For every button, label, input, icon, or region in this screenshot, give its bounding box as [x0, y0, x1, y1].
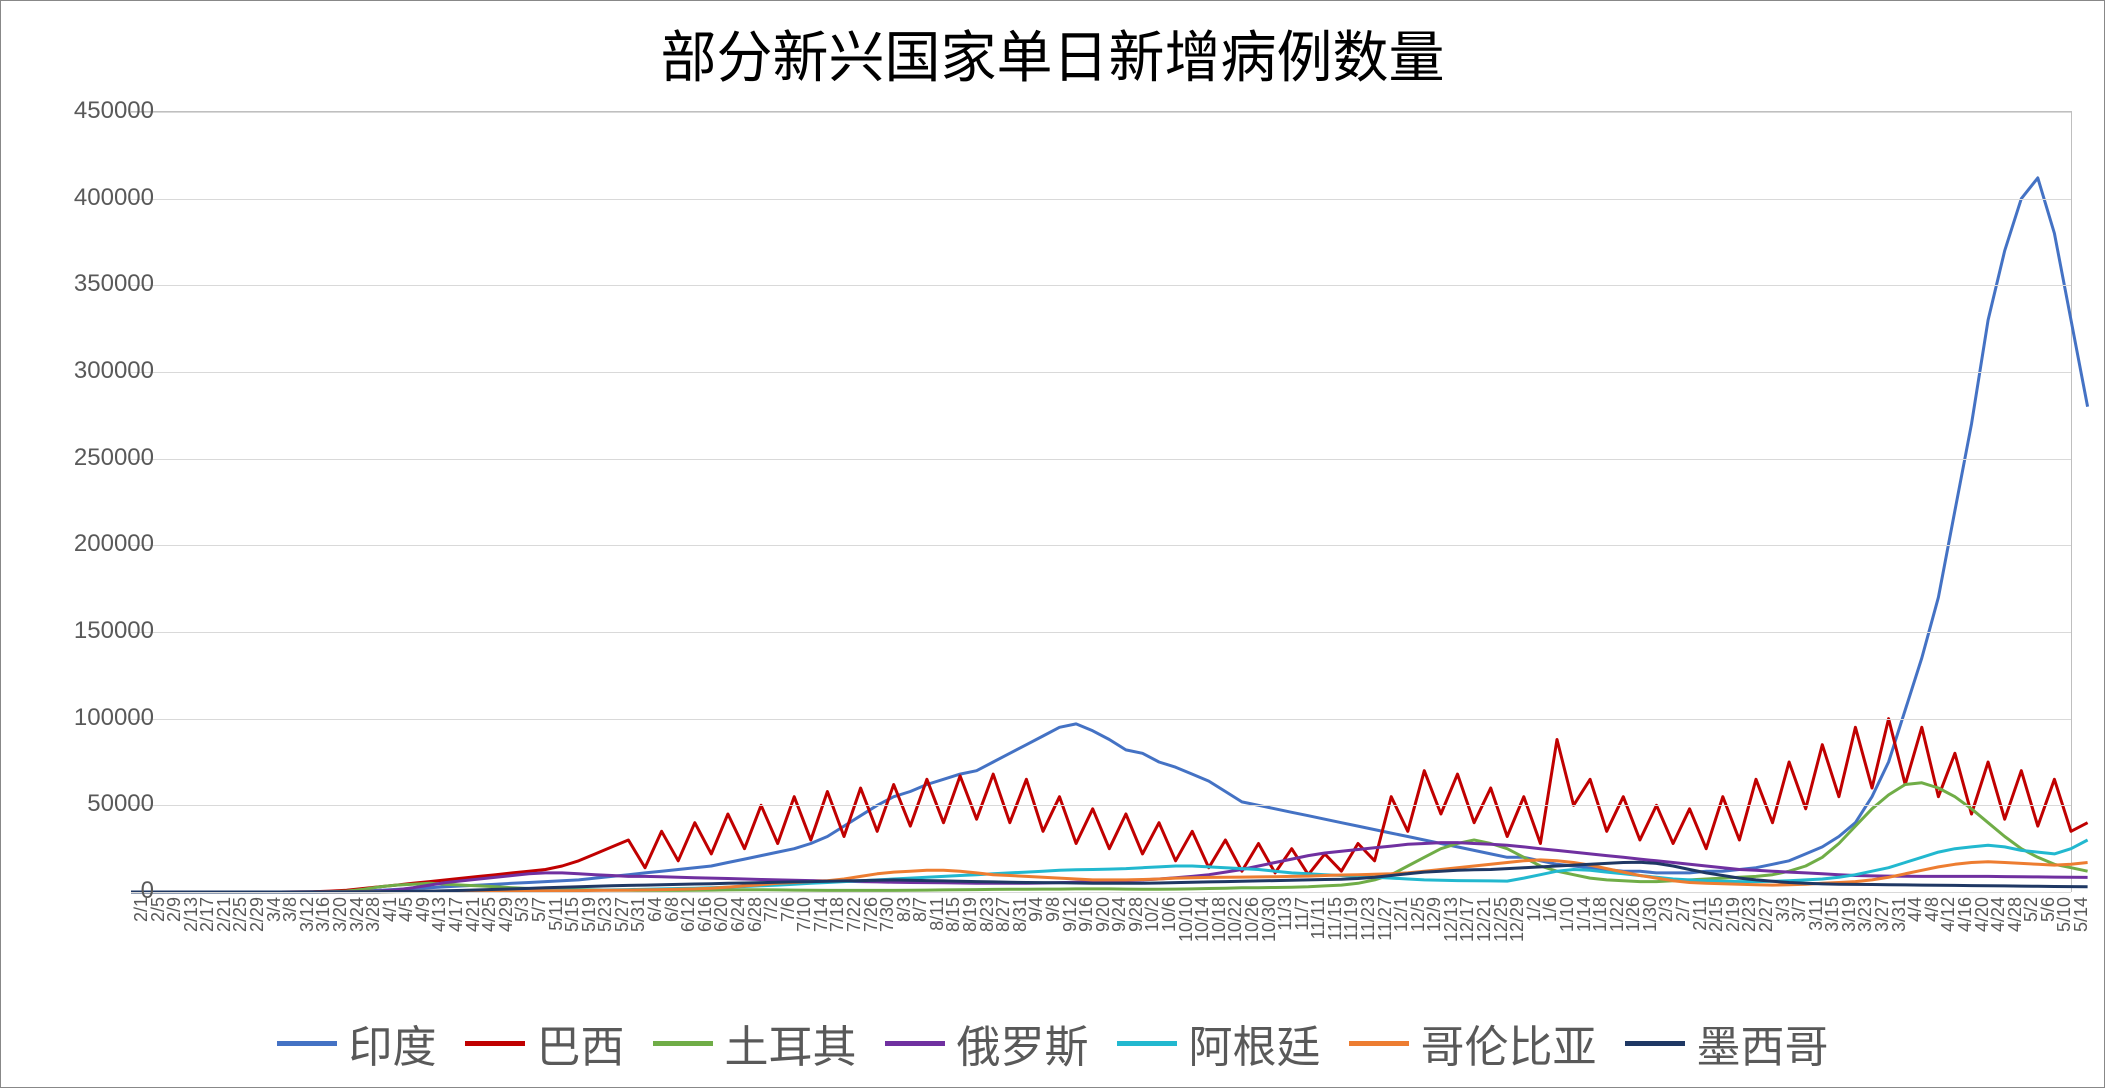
plot-area	[131, 111, 2072, 892]
legend-item: 墨西哥	[1625, 1011, 1829, 1075]
legend-item: 印度	[277, 1011, 437, 1075]
legend-swatch	[277, 1041, 337, 1046]
chart-lines-svg	[131, 112, 2071, 892]
y-axis-label: 300000	[34, 357, 154, 385]
y-axis-label: 450000	[34, 97, 154, 125]
y-axis-label: 50000	[34, 790, 154, 818]
gridline	[131, 285, 2071, 286]
gridline	[131, 719, 2071, 720]
legend-item: 俄罗斯	[885, 1011, 1089, 1075]
legend-item: 阿根廷	[1117, 1011, 1321, 1075]
legend-swatch	[1349, 1041, 1409, 1046]
chart-container: 部分新兴国家单日新增病例数量 2/12/52/92/132/172/212/25…	[0, 0, 2105, 1088]
x-axis-label: 5/14	[2071, 897, 2092, 932]
y-axis-label: 350000	[34, 270, 154, 298]
legend-label: 印度	[349, 1011, 437, 1075]
legend-label: 巴西	[537, 1011, 625, 1075]
legend-swatch	[1625, 1041, 1685, 1046]
legend-label: 阿根廷	[1189, 1011, 1321, 1075]
gridline	[131, 199, 2071, 200]
legend-swatch	[653, 1041, 713, 1046]
legend-label: 墨西哥	[1697, 1011, 1829, 1075]
legend-item: 哥伦比亚	[1349, 1011, 1597, 1075]
gridline	[131, 372, 2071, 373]
gridline	[131, 632, 2071, 633]
legend-label: 哥伦比亚	[1421, 1011, 1597, 1075]
legend-label: 土耳其	[725, 1011, 857, 1075]
series-line	[131, 783, 2088, 892]
y-axis-label: 100000	[34, 704, 154, 732]
legend-swatch	[885, 1041, 945, 1046]
y-axis-label: 250000	[34, 444, 154, 472]
gridline	[131, 459, 2071, 460]
legend: 印度 巴西 土耳其 俄罗斯 阿根廷 哥伦比亚 墨西哥	[1, 1007, 2104, 1076]
gridline	[131, 112, 2071, 113]
legend-swatch	[465, 1041, 525, 1046]
legend-item: 土耳其	[653, 1011, 857, 1075]
y-axis-label: 150000	[34, 617, 154, 645]
legend-label: 俄罗斯	[957, 1011, 1089, 1075]
legend-item: 巴西	[465, 1011, 625, 1075]
gridline	[131, 545, 2071, 546]
x-axis-labels: 2/12/52/92/132/172/212/252/293/43/83/123…	[131, 893, 2071, 1013]
y-axis-label: 0	[34, 877, 154, 905]
gridline	[131, 805, 2071, 806]
y-axis-label: 400000	[34, 184, 154, 212]
legend-swatch	[1117, 1041, 1177, 1046]
chart-title: 部分新兴国家单日新增病例数量	[1, 13, 2104, 94]
y-axis-label: 200000	[34, 530, 154, 558]
